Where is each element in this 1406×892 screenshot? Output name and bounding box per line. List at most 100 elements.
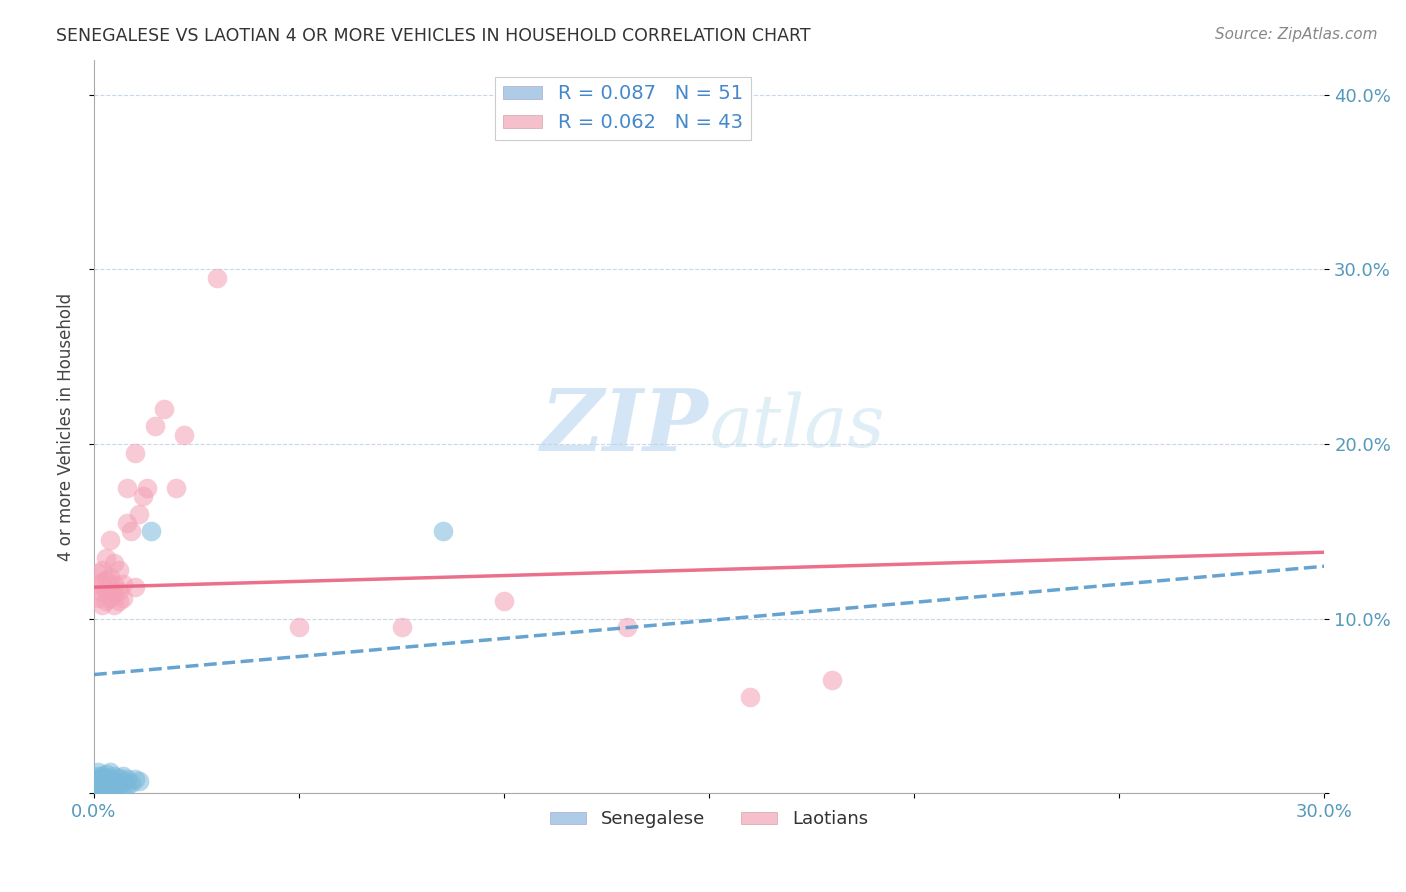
Point — [91, 769, 114, 783]
Point — [98, 776, 121, 790]
Point — [87, 576, 110, 591]
Point — [96, 780, 118, 794]
Point — [87, 786, 110, 800]
Point — [111, 780, 134, 794]
Point — [111, 576, 134, 591]
Point — [87, 784, 110, 798]
Point — [87, 778, 110, 792]
Text: SENEGALESE VS LAOTIAN 4 OR MORE VEHICLES IN HOUSEHOLD CORRELATION CHART: SENEGALESE VS LAOTIAN 4 OR MORE VEHICLES… — [56, 27, 811, 45]
Point — [391, 620, 413, 634]
Point — [111, 769, 134, 783]
Point — [145, 419, 167, 434]
Point — [87, 765, 110, 780]
Point — [165, 481, 187, 495]
Point — [87, 776, 110, 790]
Text: ZIP: ZIP — [541, 384, 709, 468]
Point — [128, 774, 150, 789]
Point — [87, 772, 110, 787]
Point — [91, 781, 114, 796]
Point — [141, 524, 163, 539]
Point — [128, 507, 150, 521]
Y-axis label: 4 or more Vehicles in Household: 4 or more Vehicles in Household — [58, 293, 75, 560]
Point — [103, 774, 125, 789]
Point — [87, 781, 110, 796]
Point — [821, 673, 844, 687]
Point — [616, 620, 638, 634]
Legend: Senegalese, Laotians: Senegalese, Laotians — [543, 803, 875, 836]
Point — [98, 780, 121, 794]
Point — [103, 769, 125, 783]
Point — [115, 778, 138, 792]
Point — [115, 772, 138, 787]
Point — [120, 776, 142, 790]
Point — [107, 771, 129, 785]
Point — [98, 570, 121, 584]
Point — [107, 780, 129, 794]
Point — [87, 566, 110, 581]
Point — [96, 583, 118, 598]
Point — [205, 271, 228, 285]
Point — [91, 778, 114, 792]
Point — [173, 428, 195, 442]
Point — [96, 594, 118, 608]
Point — [96, 776, 118, 790]
Point — [87, 780, 110, 794]
Point — [494, 594, 516, 608]
Point — [107, 776, 129, 790]
Point — [91, 784, 114, 798]
Point — [111, 774, 134, 789]
Point — [91, 780, 114, 794]
Point — [98, 591, 121, 605]
Point — [87, 782, 110, 797]
Point — [115, 481, 138, 495]
Point — [96, 784, 118, 798]
Point — [98, 765, 121, 780]
Point — [124, 772, 146, 787]
Text: atlas: atlas — [709, 392, 884, 462]
Point — [98, 580, 121, 594]
Point — [152, 402, 174, 417]
Point — [111, 591, 134, 605]
Point — [91, 598, 114, 612]
Point — [91, 782, 114, 797]
Point — [96, 774, 118, 789]
Point — [96, 771, 118, 785]
Point — [98, 782, 121, 797]
Point — [87, 771, 110, 785]
Point — [96, 573, 118, 587]
Text: Source: ZipAtlas.com: Source: ZipAtlas.com — [1215, 27, 1378, 42]
Point — [103, 598, 125, 612]
Point — [91, 772, 114, 787]
Point — [432, 524, 454, 539]
Point — [96, 767, 118, 781]
Point — [91, 585, 114, 599]
Point — [124, 580, 146, 594]
Point — [87, 591, 110, 605]
Point — [103, 778, 125, 792]
Point — [740, 690, 762, 705]
Point — [103, 781, 125, 796]
Point — [98, 533, 121, 547]
Point — [136, 481, 159, 495]
Point — [96, 550, 118, 565]
Point — [107, 563, 129, 577]
Point — [91, 776, 114, 790]
Point — [87, 769, 110, 783]
Point — [91, 563, 114, 577]
Point — [98, 772, 121, 787]
Point — [124, 445, 146, 459]
Point — [87, 782, 110, 797]
Point — [87, 774, 110, 789]
Point — [107, 583, 129, 598]
Point — [120, 524, 142, 539]
Point — [91, 574, 114, 589]
Point — [87, 778, 110, 792]
Point — [288, 620, 311, 634]
Point — [132, 489, 155, 503]
Point — [103, 556, 125, 570]
Point — [103, 587, 125, 601]
Point — [115, 516, 138, 530]
Point — [103, 576, 125, 591]
Point — [96, 781, 118, 796]
Point — [107, 594, 129, 608]
